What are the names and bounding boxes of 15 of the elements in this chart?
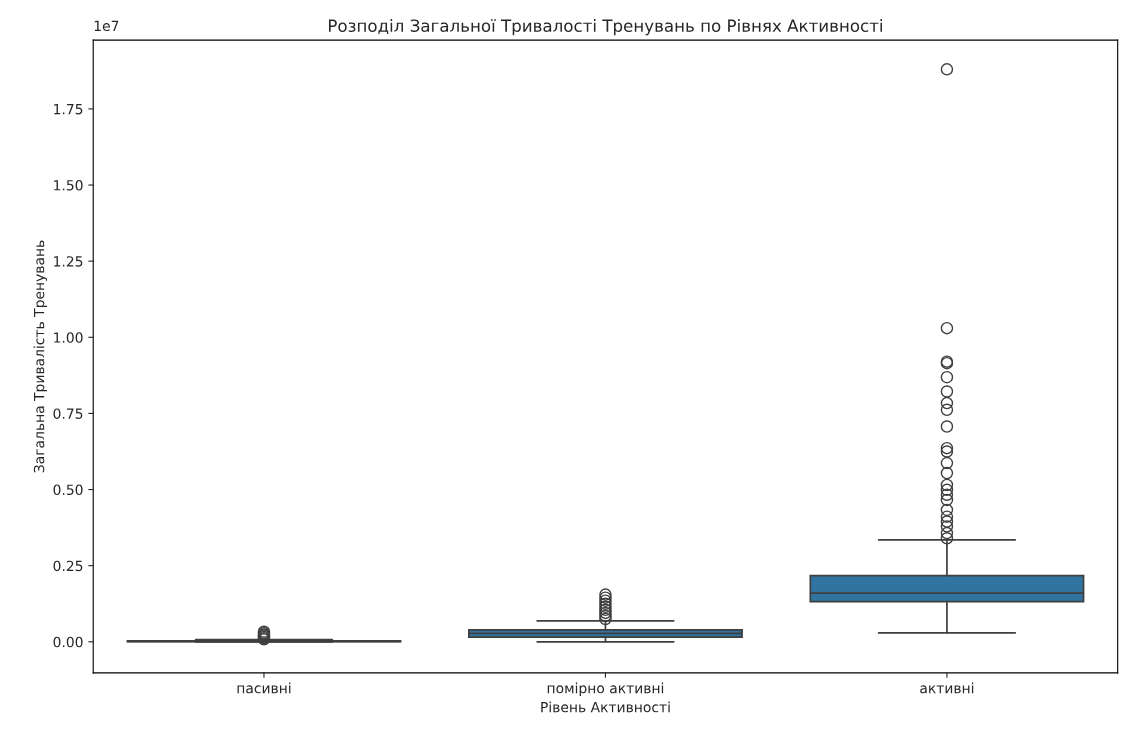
- y-tick-label: 1.00: [54, 332, 83, 343]
- text: 1e7: [94, 20, 119, 32]
- y-tick-label: 1.25: [54, 256, 83, 267]
- x-tick-label: пасивні: [237, 682, 291, 694]
- y-tick-label: 1.75: [54, 104, 83, 115]
- y-tick-label: 0.50: [53, 484, 83, 496]
- x-axis-title: Рівень Активності: [541, 701, 670, 713]
- chart-title: Розподіл Загальної Тривалості Тренувань по Рівнях Активності: [329, 19, 882, 36]
- y-tick-label: 1.50: [54, 180, 83, 191]
- x-tick-label: помірно активні: [547, 682, 664, 697]
- y-tick-label: 0.00: [53, 636, 83, 648]
- y-axis-title: Загальна Тривалість Тренувань: [33, 240, 48, 473]
- y-tick-label: 0.75: [53, 408, 83, 419]
- x-tick-label: активні: [920, 682, 974, 694]
- y-tick-label: 0.25: [53, 560, 83, 572]
